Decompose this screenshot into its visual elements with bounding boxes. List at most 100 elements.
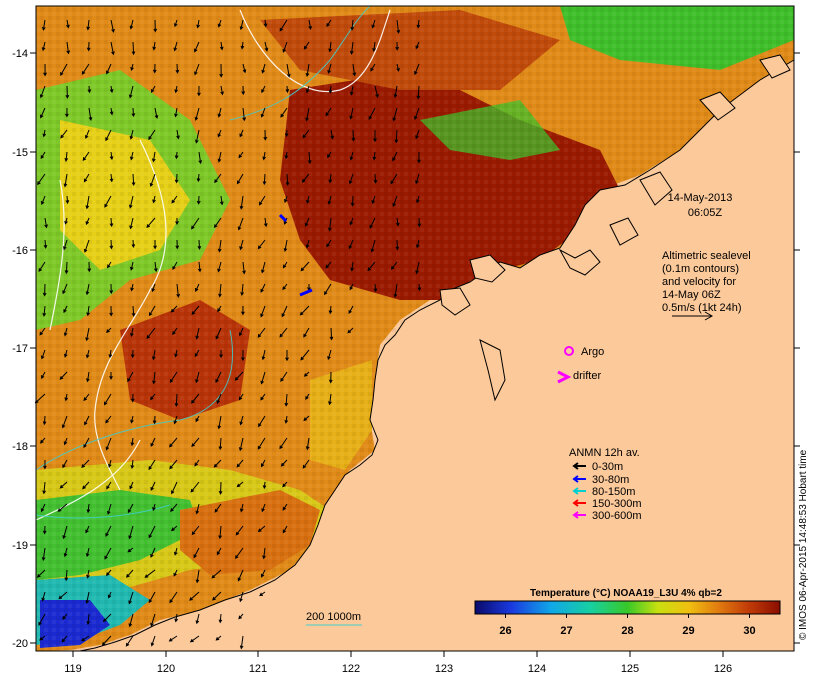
velocity-arrow — [303, 327, 310, 338]
velocity-arrow — [109, 305, 114, 317]
velocity-arrow — [264, 41, 269, 52]
velocity-arrow — [173, 41, 178, 52]
velocity-arrow — [85, 591, 90, 605]
velocity-arrow — [239, 503, 244, 513]
velocity-arrow — [83, 393, 90, 402]
velocity-arrow — [238, 393, 244, 401]
velocity-arrow — [239, 239, 244, 251]
velocity-arrow — [350, 195, 355, 207]
velocity-arrow — [86, 41, 91, 52]
velocity-arrow — [373, 283, 378, 293]
velocity-arrow — [40, 107, 46, 119]
velocity-arrow — [128, 591, 134, 605]
velocity-arrow — [102, 613, 112, 623]
velocity-arrow — [217, 415, 222, 430]
velocity-arrow — [392, 151, 398, 162]
anmn-legend-item: 30-80m — [572, 474, 629, 486]
velocity-arrow — [152, 371, 156, 385]
velocity-arrow — [260, 371, 266, 385]
velocity-arrow — [370, 63, 376, 72]
velocity-arrow — [81, 635, 90, 642]
velocity-arrow — [108, 459, 112, 468]
velocity-arrow — [395, 239, 400, 251]
velocity-arrow — [257, 327, 266, 338]
velocity-arrow — [262, 151, 266, 161]
velocity-arrow — [129, 261, 134, 271]
velocity-arrow — [217, 107, 222, 118]
velocity-arrow — [327, 349, 332, 361]
velocity-arrow — [65, 107, 69, 118]
altimetry-note-line: Altimetric sealevel — [662, 250, 751, 262]
velocity-arrow — [39, 635, 46, 641]
velocity-arrow — [260, 283, 266, 293]
velocity-arrow — [239, 129, 244, 138]
anmn-legend-title: ANMN 12h av. — [569, 447, 640, 459]
velocity-arrow — [216, 393, 222, 405]
colorbar-tick-label: 28 — [621, 625, 633, 637]
velocity-arrow — [286, 63, 291, 78]
velocity-arrow — [329, 327, 334, 341]
velocity-arrow — [130, 283, 134, 292]
velocity-arrow — [148, 305, 156, 317]
velocity-arrow — [393, 283, 398, 298]
velocity-arrow — [196, 173, 201, 183]
velocity-arrow — [130, 327, 134, 338]
velocity-arrow — [214, 503, 222, 513]
velocity-arrow — [258, 415, 266, 428]
velocity-arrow — [175, 63, 180, 74]
land-mass — [79, 59, 795, 652]
velocity-arrow — [242, 107, 247, 122]
velocity-arrow — [328, 371, 333, 384]
velocity-arrow — [302, 459, 310, 469]
velocity-arrow — [260, 393, 266, 401]
velocity-arrow — [280, 371, 288, 382]
credit-text: © IMOS 06-Apr-2015 14:48:53 Hobart time — [798, 449, 809, 640]
velocity-arrow — [169, 371, 178, 383]
velocity-arrow — [325, 261, 332, 269]
velocity-arrow — [174, 349, 178, 358]
velocity-arrow — [63, 305, 68, 314]
velocity-arrow — [240, 283, 245, 297]
velocity-arrow — [129, 481, 134, 490]
lon-label-121: 121 — [249, 663, 267, 675]
lon-label-126: 126 — [714, 663, 732, 675]
velocity-arrow — [125, 569, 134, 578]
velocity-arrow — [214, 173, 222, 184]
velocity-arrow — [83, 437, 90, 449]
velocity-arrow — [63, 437, 68, 446]
velocity-arrow — [285, 85, 290, 94]
velocity-arrow — [263, 129, 268, 141]
velocity-arrow — [352, 63, 357, 77]
velocity-arrow — [109, 372, 113, 380]
lon-ticks — [72, 651, 724, 657]
velocity-arrow — [239, 591, 244, 603]
velocity-arrow — [146, 217, 156, 229]
velocity-arrow — [42, 525, 47, 535]
velocity-arrow — [195, 503, 200, 515]
velocity-arrow — [218, 437, 223, 451]
velocity-arrow — [82, 481, 90, 490]
velocity-arrow — [241, 85, 246, 96]
velocity-arrow — [62, 283, 68, 295]
argo-label: Argo — [581, 346, 604, 358]
velocity-arrow — [213, 459, 222, 468]
velocity-arrow — [284, 415, 289, 424]
velocity-arrow — [38, 613, 46, 626]
time-label: 06:05Z — [688, 207, 723, 219]
velocity-arrow — [85, 327, 90, 342]
velocity-arrow — [236, 481, 244, 488]
velocity-arrow — [198, 151, 203, 165]
velocity-arrow — [395, 41, 400, 51]
velocity-arrow — [217, 19, 222, 28]
altimetry-note-line: 0.5m/s (1kt 24h) — [662, 302, 741, 314]
velocity-arrow — [109, 173, 114, 183]
velocity-arrow — [194, 63, 200, 76]
velocity-arrow — [239, 635, 244, 650]
velocity-arrow — [348, 173, 354, 185]
velocity-arrow — [196, 19, 200, 29]
velocity-arrow — [305, 393, 310, 401]
velocity-arrow — [65, 195, 70, 205]
velocity-arrow — [170, 525, 178, 532]
velocity-arrow — [64, 393, 69, 402]
velocity-arrow — [393, 85, 398, 99]
